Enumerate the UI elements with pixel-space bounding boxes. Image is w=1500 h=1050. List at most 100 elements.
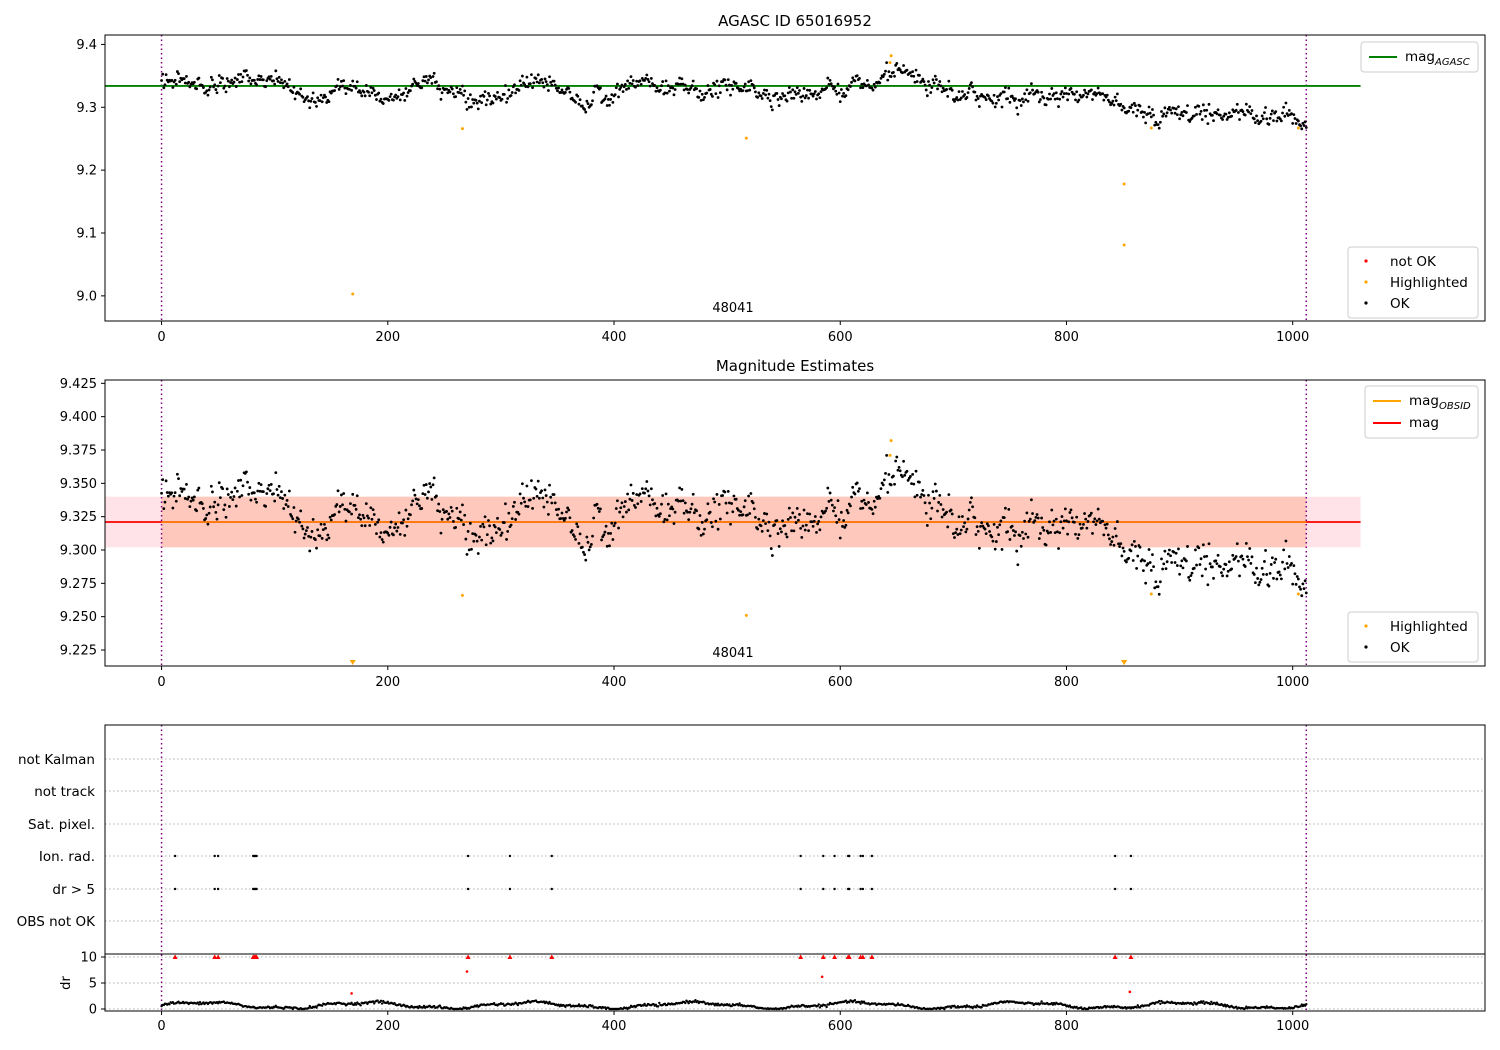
ok-point (759, 94, 763, 98)
ok-point (578, 532, 582, 536)
ok-point (765, 88, 769, 92)
ok-point (850, 80, 853, 84)
ok-point (1200, 118, 1204, 121)
ok-point (1104, 526, 1108, 530)
ok-point (864, 503, 868, 506)
ok-point (202, 507, 205, 510)
ok-point (241, 75, 245, 79)
ok-point (742, 85, 746, 89)
ok-point (466, 97, 470, 100)
ok-point (1255, 114, 1258, 118)
ok-point (218, 496, 222, 500)
ok-point (937, 501, 941, 504)
ok-point (436, 509, 439, 513)
ok-point (625, 88, 628, 91)
ok-point (248, 486, 252, 489)
ok-point (367, 90, 370, 94)
ok-point (963, 93, 967, 96)
legend-label: magOBSID (1409, 393, 1471, 412)
ok-point (394, 93, 398, 97)
ok-point (549, 495, 553, 499)
ok-point (864, 84, 868, 88)
ok-point (343, 507, 347, 511)
ok-point (760, 97, 764, 100)
ok-point (200, 84, 204, 87)
ok-point (929, 517, 933, 521)
ok-point (802, 87, 806, 90)
ok-point (763, 88, 766, 92)
dr-point (586, 1006, 590, 1009)
ok-point (651, 82, 654, 85)
ok-point (997, 98, 1001, 102)
magnitude-panel-title: Magnitude Estimates (716, 357, 874, 375)
ok-point (1068, 511, 1072, 514)
ok-point (723, 490, 727, 494)
ok-point (746, 513, 749, 517)
ok-point (759, 524, 763, 528)
ok-point (1034, 515, 1038, 519)
ok-point (397, 88, 401, 92)
ok-point (861, 506, 865, 510)
flag-marker (861, 887, 865, 891)
ok-point (726, 78, 730, 82)
ok-point (1301, 121, 1305, 125)
ok-point (422, 483, 426, 487)
ok-point (984, 532, 988, 536)
ok-point (372, 513, 376, 516)
flag-marker (799, 854, 802, 858)
ok-point (954, 531, 958, 535)
ok-point (356, 516, 360, 520)
ok-point (936, 87, 939, 91)
ok-point (760, 529, 764, 533)
ok-point (893, 482, 896, 486)
ok-point (967, 508, 971, 512)
ok-point (592, 516, 596, 520)
ok-point (661, 494, 665, 497)
ok-point (556, 89, 559, 93)
ok-point (697, 527, 701, 531)
ok-point (276, 80, 280, 83)
ok-point (531, 506, 534, 510)
ok-point (471, 98, 475, 101)
ok-point (541, 81, 545, 85)
ok-point (1138, 545, 1142, 549)
flag-marker (1129, 887, 1133, 891)
ok-point (1222, 114, 1226, 118)
ok-point (715, 493, 719, 496)
ok-point (268, 77, 272, 81)
ok-point (1238, 574, 1241, 578)
ok-point (932, 497, 936, 500)
ok-point (1082, 93, 1085, 97)
ok-point (1218, 113, 1222, 117)
ok-point (341, 503, 344, 507)
dr-high-marker (215, 954, 221, 959)
ok-point (844, 523, 848, 527)
ok-point (301, 527, 305, 531)
ok-point (261, 78, 265, 82)
ok-point (1136, 554, 1140, 558)
ok-point (306, 526, 309, 529)
ok-point (1181, 114, 1185, 118)
highlighted-point (1149, 592, 1153, 596)
ok-point (1169, 108, 1172, 112)
ok-point (1224, 563, 1228, 566)
ok-point (645, 73, 649, 77)
ok-point (375, 532, 378, 535)
ok-point (387, 533, 391, 537)
ok-point (276, 493, 280, 497)
ok-point (1031, 512, 1034, 515)
ok-point (810, 520, 814, 524)
legend-label: OK (1390, 296, 1411, 312)
ok-point (1003, 506, 1007, 510)
dr-high-marker (832, 954, 838, 959)
ok-point (1291, 582, 1295, 586)
dr-point (1223, 1003, 1227, 1006)
ok-point (212, 85, 215, 89)
ok-point (427, 490, 430, 494)
ok-point (238, 80, 242, 84)
ok-point (1226, 115, 1230, 119)
ok-point (1044, 543, 1048, 547)
ok-point (1203, 109, 1206, 112)
ok-point (309, 535, 313, 539)
